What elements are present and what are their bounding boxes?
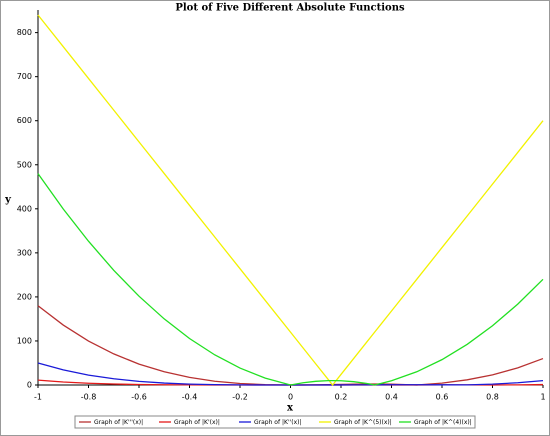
y-tick-label: 100 <box>17 336 32 345</box>
y-tick-label: 800 <box>17 28 32 37</box>
series-line <box>37 362 544 386</box>
legend-label: Graph of |K^(5)(x)| <box>334 419 392 426</box>
x-tick-label: -0.8 <box>81 393 97 402</box>
x-axis-label: x <box>287 403 294 414</box>
y-tick-label: 300 <box>17 248 32 257</box>
y-tick-label: 700 <box>17 72 32 81</box>
y-tick-label: 600 <box>17 116 32 125</box>
x-tick-label: 0.2 <box>335 393 348 402</box>
legend-box <box>74 415 476 429</box>
x-tick-label: 0.8 <box>486 393 499 402</box>
y-tick-label: 500 <box>17 160 32 169</box>
x-tick-label: 1 <box>540 393 545 402</box>
x-tick-label: -1 <box>34 393 42 402</box>
y-axis-label: y <box>4 195 12 206</box>
series-line <box>37 14 544 387</box>
series-line <box>37 173 544 386</box>
legend-label: Graph of |K''(x)| <box>254 419 302 426</box>
x-tick-label: -0.4 <box>182 393 198 402</box>
x-tick-label: -0.6 <box>131 393 147 402</box>
legend-label: Graph of |K'(x)| <box>174 419 220 426</box>
legend-label: Graph of |K^(4)(x)| <box>414 419 472 426</box>
x-tick-label: -0.2 <box>232 393 248 402</box>
x-tick-label: 0.6 <box>436 393 449 402</box>
y-tick-label: 400 <box>17 204 32 213</box>
y-tick-label: 200 <box>17 292 32 301</box>
chart-title: Plot of Five Different Absolute Function… <box>175 3 405 14</box>
x-tick-label: 0.4 <box>385 393 398 402</box>
x-tick-label: 0 <box>288 393 293 402</box>
legend-label: Graph of |K'''(x)| <box>94 419 143 426</box>
y-tick-label: 0 <box>27 381 32 390</box>
